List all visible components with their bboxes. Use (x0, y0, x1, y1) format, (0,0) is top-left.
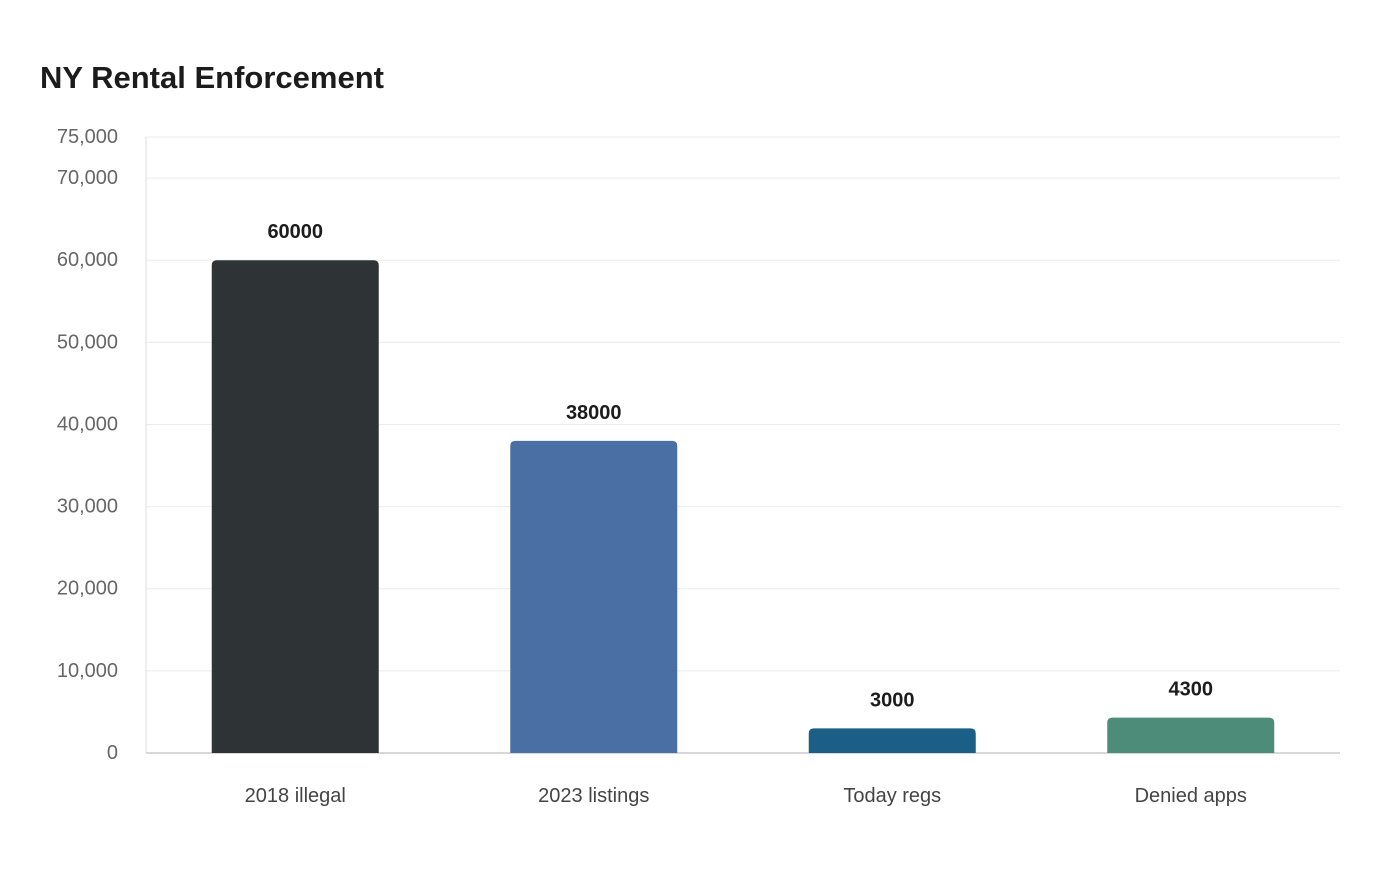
bar (510, 440, 678, 753)
value-labels: 60000 38000 3000 4300 (267, 221, 1213, 711)
y-tick-label: 75,000 (57, 126, 118, 148)
y-tick-label: 30,000 (57, 496, 118, 518)
bar (1107, 717, 1275, 753)
y-axis-ticks: 0 10,000 20,000 30,000 40,000 50,000 60,000 70,… (57, 126, 118, 764)
bars (211, 260, 1275, 753)
bar-value-label: 4300 (1169, 679, 1214, 701)
x-axis-labels: 2018 illegal 2023 listings Today regs Denie… (245, 785, 1247, 807)
chart-title: NY Rental Enforcement (40, 60, 384, 95)
y-tick-label: 40,000 (57, 413, 118, 435)
x-category-label: 2023 listings (538, 785, 649, 807)
y-tick-label: 70,000 (57, 167, 118, 189)
x-category-label: Today regs (843, 785, 941, 807)
y-tick-label: 20,000 (57, 578, 118, 600)
bar (211, 260, 379, 753)
bar-value-label: 60000 (267, 221, 323, 243)
bar-value-label: 3000 (870, 689, 915, 711)
x-category-label: 2018 illegal (245, 785, 346, 807)
y-tick-label: 10,000 (57, 660, 118, 682)
y-tick-label: 50,000 (57, 331, 118, 353)
bar-value-label: 38000 (566, 402, 622, 424)
y-tick-label: 60,000 (57, 249, 118, 271)
bar (808, 728, 976, 753)
y-tick-label: 0 (107, 742, 118, 764)
x-category-label: Denied apps (1135, 785, 1247, 807)
